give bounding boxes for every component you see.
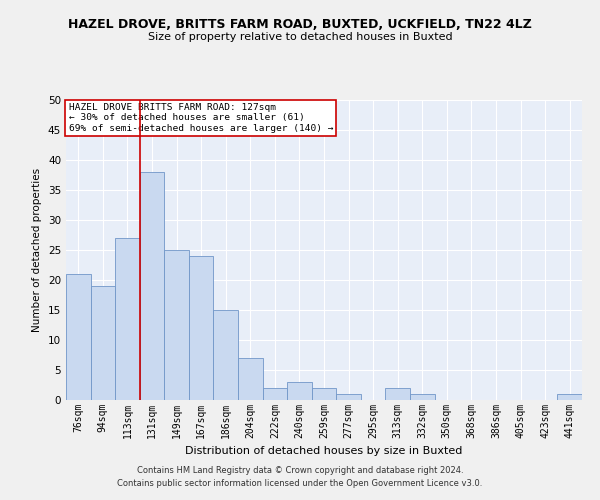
Bar — [410, 394, 434, 400]
Bar — [66, 274, 91, 400]
Bar — [164, 250, 189, 400]
Text: Contains HM Land Registry data © Crown copyright and database right 2024.
Contai: Contains HM Land Registry data © Crown c… — [118, 466, 482, 487]
Bar — [115, 238, 140, 400]
Text: HAZEL DROVE BRITTS FARM ROAD: 127sqm
← 30% of detached houses are smaller (61)
6: HAZEL DROVE BRITTS FARM ROAD: 127sqm ← 3… — [68, 103, 333, 133]
Bar — [189, 256, 214, 400]
Bar — [336, 394, 361, 400]
Bar — [140, 172, 164, 400]
Bar — [557, 394, 582, 400]
Bar — [263, 388, 287, 400]
X-axis label: Distribution of detached houses by size in Buxted: Distribution of detached houses by size … — [185, 446, 463, 456]
Bar — [312, 388, 336, 400]
Bar — [214, 310, 238, 400]
Bar — [91, 286, 115, 400]
Y-axis label: Number of detached properties: Number of detached properties — [32, 168, 43, 332]
Bar — [385, 388, 410, 400]
Text: HAZEL DROVE, BRITTS FARM ROAD, BUXTED, UCKFIELD, TN22 4LZ: HAZEL DROVE, BRITTS FARM ROAD, BUXTED, U… — [68, 18, 532, 30]
Bar — [287, 382, 312, 400]
Text: Size of property relative to detached houses in Buxted: Size of property relative to detached ho… — [148, 32, 452, 42]
Bar — [238, 358, 263, 400]
